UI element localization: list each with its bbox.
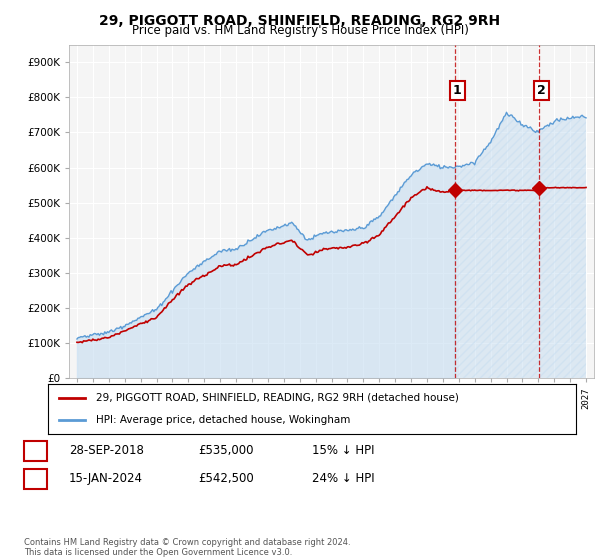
Text: 1: 1 [32, 444, 39, 458]
Text: 1: 1 [453, 84, 461, 97]
Text: Contains HM Land Registry data © Crown copyright and database right 2024.
This d: Contains HM Land Registry data © Crown c… [24, 538, 350, 557]
Text: 2: 2 [537, 84, 546, 97]
Text: 15% ↓ HPI: 15% ↓ HPI [312, 444, 374, 458]
Text: 28-SEP-2018: 28-SEP-2018 [69, 444, 144, 458]
Text: 2: 2 [32, 472, 39, 486]
Text: HPI: Average price, detached house, Wokingham: HPI: Average price, detached house, Woki… [95, 415, 350, 425]
Text: 24% ↓ HPI: 24% ↓ HPI [312, 472, 374, 486]
Text: 29, PIGGOTT ROAD, SHINFIELD, READING, RG2 9RH (detached house): 29, PIGGOTT ROAD, SHINFIELD, READING, RG… [95, 393, 458, 403]
Text: 15-JAN-2024: 15-JAN-2024 [69, 472, 143, 486]
Text: 29, PIGGOTT ROAD, SHINFIELD, READING, RG2 9RH: 29, PIGGOTT ROAD, SHINFIELD, READING, RG… [100, 14, 500, 28]
Text: £535,000: £535,000 [198, 444, 254, 458]
Text: £542,500: £542,500 [198, 472, 254, 486]
Text: Price paid vs. HM Land Registry's House Price Index (HPI): Price paid vs. HM Land Registry's House … [131, 24, 469, 37]
